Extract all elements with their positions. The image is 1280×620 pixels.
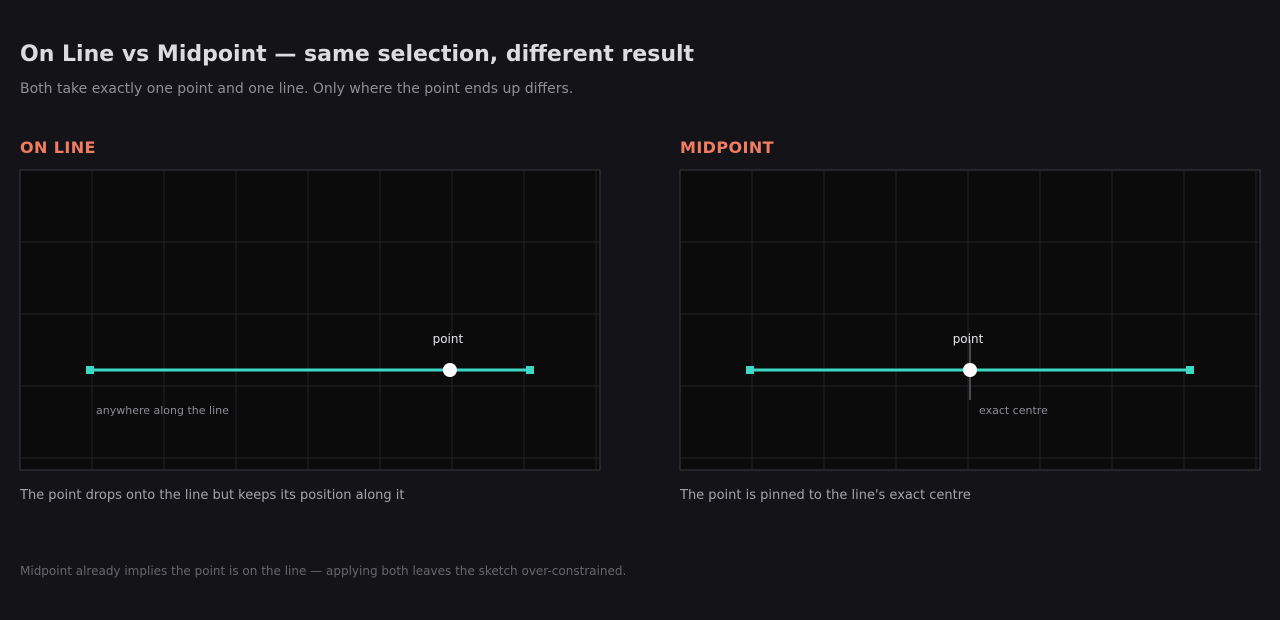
placement-note: anywhere along the line xyxy=(96,404,229,417)
page-title: On Line vs Midpoint — same selection, di… xyxy=(20,42,695,67)
canvas-background xyxy=(19,169,601,471)
page-subtitle: Both take exactly one point and one line… xyxy=(20,81,574,97)
centre-note: exact centre xyxy=(979,404,1048,417)
line-endpoint-end xyxy=(526,366,534,374)
line-endpoint-end xyxy=(1186,366,1194,374)
point-label: point xyxy=(953,332,984,346)
grid xyxy=(20,170,600,470)
line-endpoint-start xyxy=(746,366,754,374)
footnote: Midpoint already implies the point is on… xyxy=(20,564,627,578)
point-marker xyxy=(442,363,457,377)
point-marker xyxy=(963,363,977,377)
midpoint-heading: MIDPOINT xyxy=(680,138,774,157)
on-line-caption: The point drops onto the line but keeps … xyxy=(20,488,405,503)
on-line-canvas: point anywhere along the line xyxy=(19,169,601,471)
point-label: point xyxy=(433,332,464,346)
midpoint-canvas: point exact centre xyxy=(679,169,1261,471)
on-line-heading: ON LINE xyxy=(20,138,96,157)
canvas-background xyxy=(679,169,1261,471)
line-endpoint-start xyxy=(86,366,94,374)
midpoint-caption: The point is pinned to the line's exact … xyxy=(680,488,971,503)
